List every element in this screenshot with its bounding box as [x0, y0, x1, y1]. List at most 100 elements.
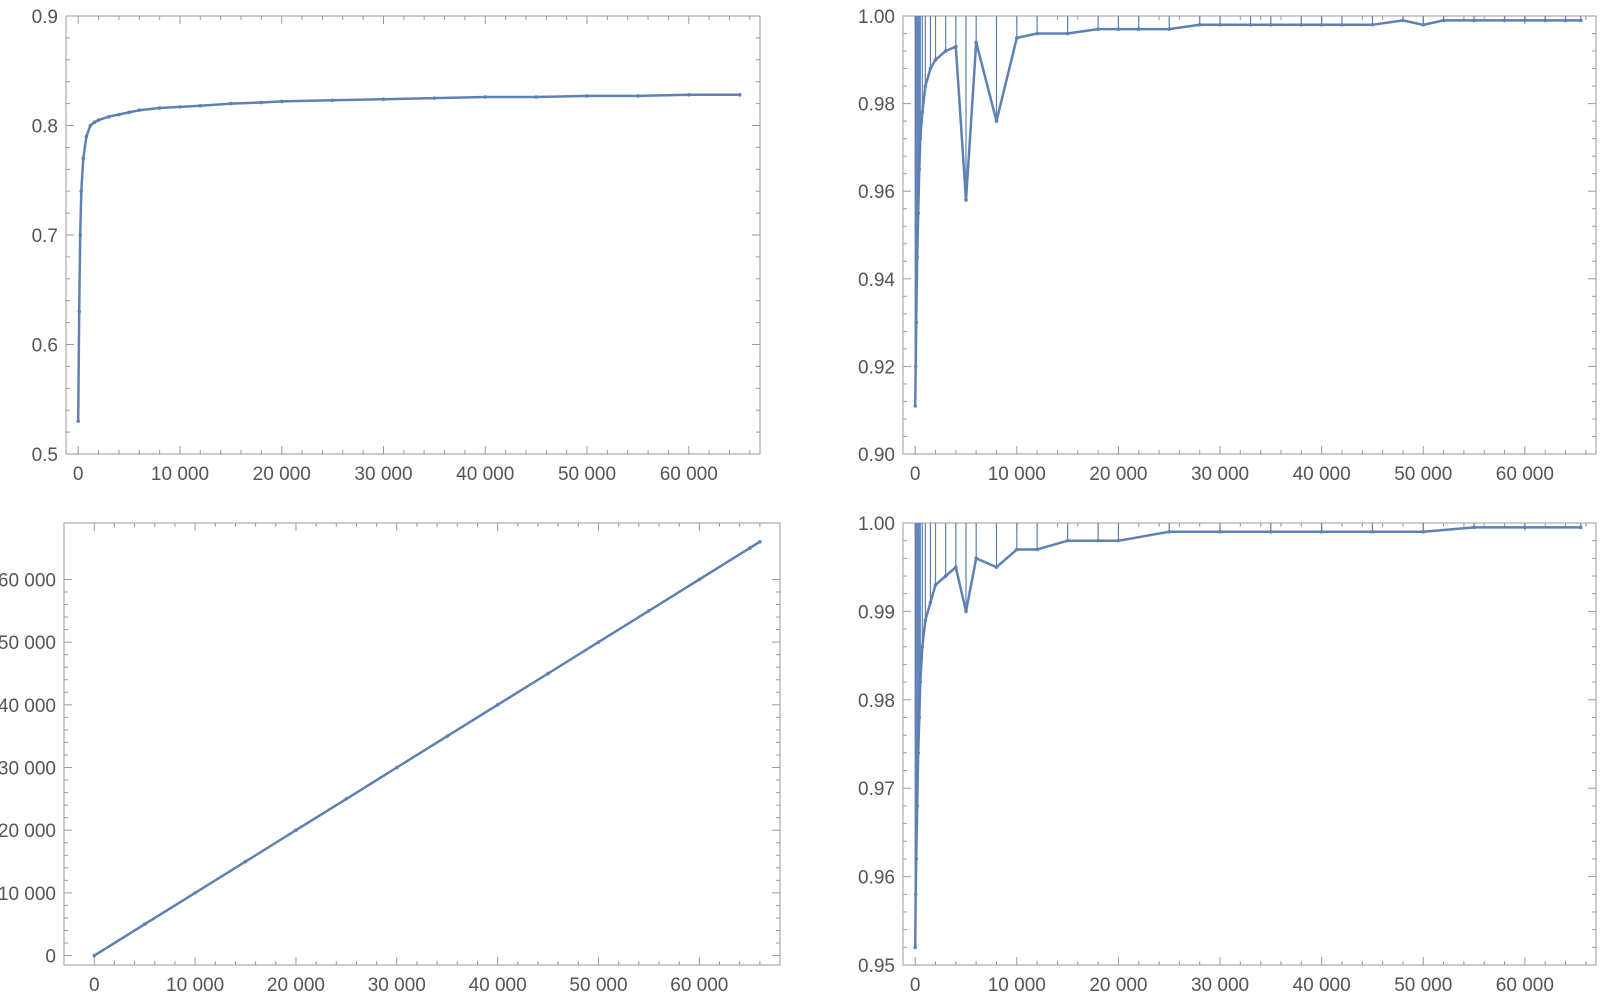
data-point: [84, 134, 89, 139]
data-point: [106, 114, 111, 119]
y-tick-label: 0.95: [858, 956, 895, 977]
data-point: [596, 640, 601, 644]
plot-frame: [63, 522, 781, 966]
data-point: [1015, 547, 1019, 552]
x-tick-label: 20 000: [1089, 975, 1147, 996]
data-point: [933, 583, 938, 587]
x-tick-label: 40 000: [1293, 975, 1351, 996]
data-point: [88, 123, 93, 128]
x-tick-label: 50 000: [569, 975, 627, 996]
data-point: [243, 859, 248, 864]
y-tick-label: 30 000: [0, 759, 56, 780]
x-tick-label: 50 000: [558, 464, 616, 485]
series-line: [913, 19, 1581, 406]
chart-bottom-right: 0 10 000 20 000 30 000 40 000 50 000 60 000 0.9…: [858, 514, 1597, 996]
data-point: [636, 94, 640, 98]
data-point: [92, 953, 97, 958]
series-line: [913, 526, 1581, 948]
x-tick-label: 0: [910, 464, 921, 485]
x-tick-label: 0: [89, 975, 100, 996]
y-tick-label: 0.98: [858, 95, 895, 116]
data-point: [747, 546, 752, 550]
plot-frame: [65, 15, 761, 455]
data-point: [1401, 18, 1405, 23]
data-point: [178, 105, 182, 109]
data-point: [198, 103, 203, 108]
data-point: [157, 106, 162, 110]
data-point: [96, 118, 101, 122]
data-point: [686, 93, 691, 97]
data-point: [127, 110, 131, 115]
x-tick-label: 50 000: [1394, 464, 1452, 485]
plot-frame: [902, 15, 1597, 455]
y-tick-label: 40 000: [0, 696, 56, 717]
data-point: [294, 828, 298, 833]
data-point: [546, 671, 550, 676]
y-tick-label: 20 000: [0, 821, 56, 842]
y-tick-label: 0.90: [858, 445, 895, 466]
y-tick-label: 0.99: [858, 602, 895, 623]
data-point: [964, 609, 968, 614]
x-tick-label: 50 000: [1394, 975, 1452, 996]
chart-top-left: 0 10 000 20 000 30 000 40 000 50 000 60 000 0.5…: [32, 7, 761, 485]
x-tick-label: 10 000: [988, 464, 1046, 485]
data-point: [79, 189, 84, 193]
data-point: [81, 156, 86, 161]
y-tick-label: 0.9: [32, 7, 58, 28]
data-point: [78, 233, 83, 237]
y-tick-label: 10 000: [0, 884, 56, 905]
x-tick-label: 20 000: [253, 464, 311, 485]
data-point: [1035, 547, 1039, 552]
x-tick-label: 30 000: [1191, 975, 1249, 996]
x-tick-label: 60 000: [1496, 464, 1554, 485]
y-tick-label: 0.98: [858, 691, 895, 712]
data-point: [1319, 22, 1324, 27]
y-tick-label: 0.97: [858, 779, 895, 800]
data-point: [1563, 18, 1568, 23]
chart-top-right: 0 10 000 20 000 30 000 40 000 50 000 60 000 0.9…: [858, 7, 1597, 485]
data-point: [1523, 18, 1527, 23]
data-point: [1248, 22, 1253, 27]
data-point: [994, 565, 999, 569]
data-point: [76, 419, 81, 423]
data-point: [193, 891, 197, 895]
data-point: [954, 565, 958, 569]
data-point: [1543, 18, 1547, 23]
x-tick-label: 30 000: [1191, 464, 1249, 485]
chart-bottom-left: 0 10 000 20 000 30 000 40 000 50 000 60 000 0 10…: [0, 522, 781, 996]
data-point: [758, 540, 762, 544]
y-tick-label: 1.00: [858, 514, 895, 535]
data-point: [1578, 18, 1583, 23]
y-tick-label: 0.7: [32, 226, 58, 247]
x-tick-label: 0: [910, 975, 921, 996]
data-point: [585, 94, 589, 98]
x-tick-label: 60 000: [660, 464, 718, 485]
y-tick-label: 0: [45, 947, 56, 968]
x-tick-label: 10 000: [151, 464, 209, 485]
data-point: [137, 108, 142, 112]
data-point: [647, 608, 651, 613]
data-point: [1340, 22, 1344, 27]
data-point: [142, 922, 147, 927]
data-point: [381, 97, 386, 102]
data-point: [920, 644, 925, 649]
data-point: [117, 112, 121, 117]
x-tick-label: 0: [73, 464, 84, 485]
x-tick-label: 10 000: [166, 975, 224, 996]
data-point: [92, 120, 97, 125]
data-point: [394, 765, 399, 770]
data-point: [1269, 22, 1273, 27]
data-point: [259, 100, 264, 105]
y-tick-label: 0.94: [858, 270, 895, 291]
x-tick-label: 10 000: [988, 975, 1046, 996]
y-tick-label: 0.8: [32, 117, 58, 138]
data-point: [1502, 18, 1507, 23]
data-point: [344, 797, 349, 801]
x-tick-label: 60 000: [670, 975, 728, 996]
data-point: [1197, 22, 1202, 27]
data-point: [279, 99, 284, 104]
data-point: [77, 309, 82, 314]
data-point: [1299, 22, 1304, 27]
y-tick-label: 1.00: [858, 7, 895, 28]
y-tick-label: 0.6: [32, 336, 58, 357]
